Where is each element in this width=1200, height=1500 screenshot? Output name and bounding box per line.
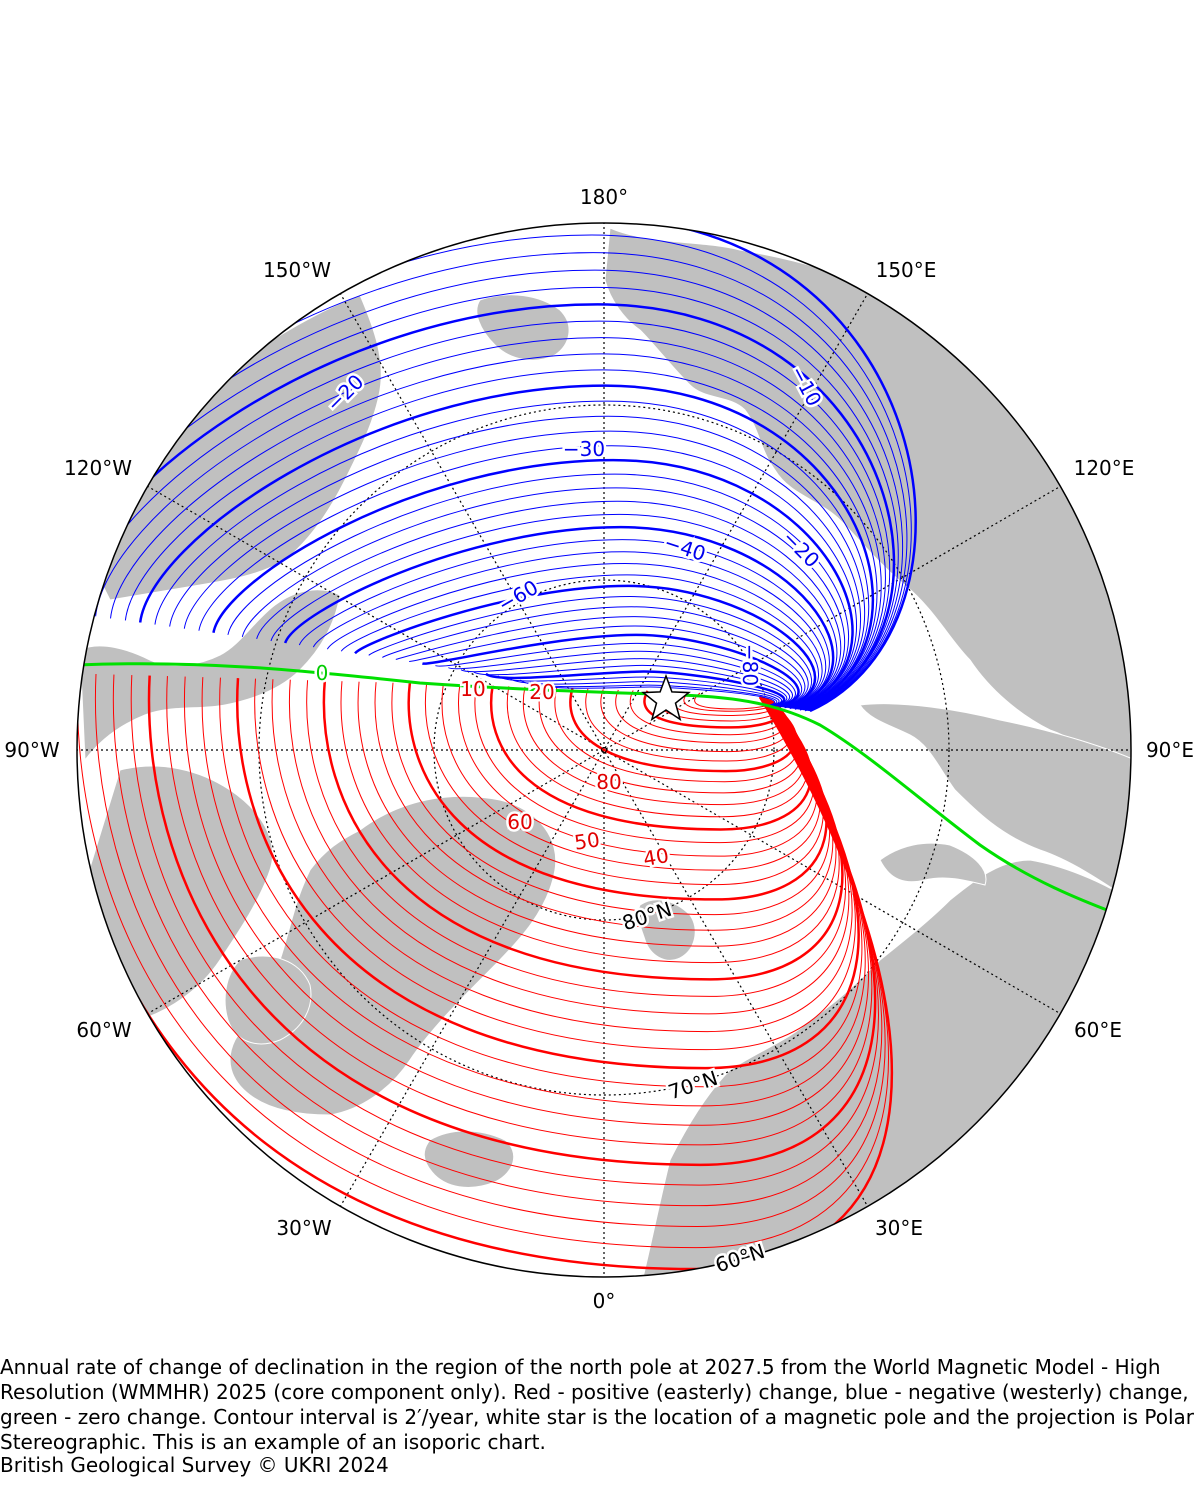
negative-contour-line bbox=[124, 369, 878, 711]
negative-contour-line bbox=[409, 625, 803, 708]
positive-contour-line bbox=[112, 674, 883, 1207]
negative-contour-line bbox=[110, 353, 882, 711]
contour-label-pos60: 60 bbox=[507, 810, 532, 834]
negative-contour-line bbox=[256, 500, 842, 709]
negative-contour-line bbox=[395, 616, 806, 708]
zero-contour bbox=[77, 662, 1121, 917]
white-star-icon bbox=[641, 673, 691, 722]
negative-contour-line bbox=[422, 633, 800, 708]
negative-contour-line bbox=[473, 664, 788, 707]
negative-contour-line bbox=[312, 551, 827, 709]
parallel-70n bbox=[258, 404, 950, 1096]
land-canadian-archipelago bbox=[79, 765, 274, 1021]
negative-contour-line bbox=[520, 679, 778, 706]
negative-contour-line bbox=[460, 658, 791, 707]
land-svalbard bbox=[637, 899, 696, 961]
negative-contour-line bbox=[283, 525, 835, 710]
negative-contour-line bbox=[154, 400, 870, 710]
negative-contour-line bbox=[227, 473, 849, 710]
lon-label-90e: 90°E bbox=[1146, 738, 1194, 762]
contour-label-pos50: 50 bbox=[573, 827, 602, 854]
lon-label-90w: 90°W bbox=[4, 738, 59, 762]
lon-label-120e: 120°E bbox=[1074, 456, 1135, 480]
lon-label-30w: 30°W bbox=[276, 1216, 331, 1240]
negative-contour-line bbox=[241, 487, 846, 709]
negative-contour-line bbox=[368, 596, 812, 708]
lon-label-180: 180° bbox=[580, 185, 628, 209]
land-masses bbox=[79, 227, 1131, 1277]
negative-contour-line bbox=[212, 458, 854, 710]
parallel-80n bbox=[433, 579, 775, 921]
positive-contour-line bbox=[184, 676, 869, 1126]
meridian-120 bbox=[146, 485, 1062, 1015]
negative-contour-line bbox=[509, 677, 780, 706]
negative-contour-line bbox=[183, 430, 862, 710]
contour-label-neg30: −30 bbox=[563, 437, 605, 461]
negative-contour-line bbox=[448, 650, 794, 707]
land-central-siberia bbox=[859, 703, 1131, 901]
contour-label-neg80: −80 bbox=[738, 644, 762, 686]
negative-contour-line bbox=[80, 320, 891, 711]
figure-credit: British Geological Survey © UKRI 2024 bbox=[0, 1453, 389, 1477]
positive-contour-line bbox=[147, 675, 877, 1167]
contour-label-pos80: 80 bbox=[596, 770, 621, 794]
figure-caption: Annual rate of change of declination in … bbox=[0, 1355, 1195, 1454]
negative-contour-line bbox=[138, 384, 875, 711]
lon-label-30e: 30°E bbox=[875, 1216, 923, 1240]
map-boundary bbox=[76, 222, 1132, 1278]
negative-contour-line bbox=[340, 574, 820, 708]
lon-label-0: 0° bbox=[593, 1289, 616, 1313]
negative-contour-line bbox=[529, 681, 775, 706]
land-greenland bbox=[229, 795, 557, 1116]
negative-contour-line bbox=[198, 445, 858, 710]
positive-contour-line bbox=[130, 675, 879, 1186]
negative-contour-line bbox=[435, 642, 796, 707]
contour-label-zero: 0 bbox=[316, 661, 329, 685]
negative-contour-line bbox=[298, 539, 830, 709]
meridian-150 bbox=[339, 292, 869, 1208]
lon-label-120w: 120°W bbox=[64, 456, 132, 480]
negative-contour-line bbox=[270, 513, 838, 709]
positive-contour-line bbox=[94, 674, 886, 1227]
contour-label-pos40: 40 bbox=[641, 843, 670, 871]
negative-contour-line bbox=[95, 337, 886, 711]
negative-contour-line bbox=[382, 606, 809, 708]
contour-label-pos10: 10 bbox=[460, 677, 485, 701]
land-iceland bbox=[423, 1130, 515, 1188]
negative-contour-line bbox=[326, 562, 823, 708]
lon-label-60e: 60°E bbox=[1074, 1018, 1122, 1042]
geographic-pole-marker bbox=[601, 747, 607, 753]
negative-contour-line bbox=[169, 415, 865, 710]
contour-label-pos20: 20 bbox=[529, 680, 554, 704]
isoporic-map: 180° 0° 90°W 90°E 150°W 150°E 120°W 120°… bbox=[4, 185, 1194, 1313]
land-novaya-zemlya bbox=[879, 842, 987, 886]
positive-contour-line bbox=[201, 677, 866, 1107]
negative-contour-line bbox=[497, 675, 783, 706]
lon-label-150e: 150°E bbox=[876, 258, 937, 282]
lon-label-60w: 60°W bbox=[76, 1018, 131, 1042]
meridian-60 bbox=[146, 485, 1062, 1015]
lon-label-150w: 150°W bbox=[263, 258, 331, 282]
negative-contour-line bbox=[484, 670, 786, 707]
negative-contour-line bbox=[354, 584, 817, 709]
